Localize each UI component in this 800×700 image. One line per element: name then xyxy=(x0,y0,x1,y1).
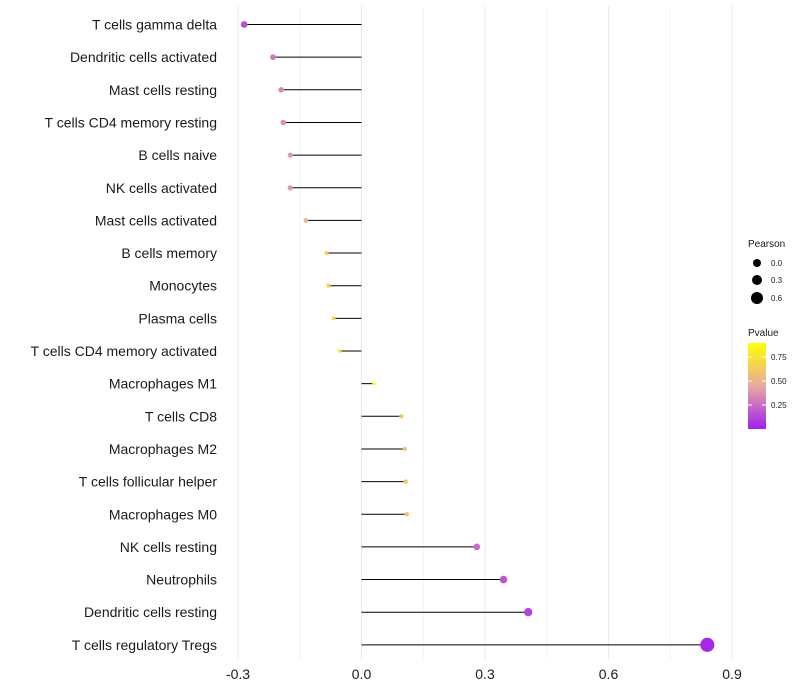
size-legend-label: 0.3 xyxy=(771,276,783,285)
data-point xyxy=(303,218,309,223)
legend: Pearson 0.0 0.3 0.6 Pvalue 0.75 0.50 0.2… xyxy=(748,239,787,429)
category-label: B cells naive xyxy=(138,147,217,163)
data-point xyxy=(402,446,407,452)
color-legend-label: 0.50 xyxy=(771,377,787,386)
data-point xyxy=(473,543,481,551)
x-tick-label: 0.9 xyxy=(722,666,742,682)
size-legend-dot-medium xyxy=(752,275,762,285)
color-legend-label: 0.25 xyxy=(771,401,787,410)
data-point xyxy=(326,283,331,288)
category-label: T cells CD4 memory resting xyxy=(45,114,217,130)
data-point xyxy=(240,21,248,28)
color-legend-title: Pvalue xyxy=(748,328,779,339)
data-point xyxy=(337,349,342,353)
x-tick-label: -0.3 xyxy=(226,666,250,682)
data-point xyxy=(280,119,287,126)
data-point xyxy=(499,575,508,584)
data-point xyxy=(331,316,336,321)
color-legend-label: 0.75 xyxy=(771,353,787,362)
category-label: T cells CD4 memory activated xyxy=(31,343,217,359)
data-point xyxy=(404,512,410,517)
stems xyxy=(244,24,708,646)
data-point xyxy=(372,381,376,386)
category-label: T cells follicular helper xyxy=(79,474,218,490)
x-tick-label: 0.0 xyxy=(352,666,372,682)
size-legend-dot-small xyxy=(753,259,761,267)
points xyxy=(240,21,715,652)
category-label: Dendritic cells resting xyxy=(84,604,217,620)
category-label: Mast cells resting xyxy=(109,82,217,98)
data-point xyxy=(287,152,293,158)
data-point xyxy=(399,414,404,419)
data-point xyxy=(287,185,293,191)
category-label: T cells CD8 xyxy=(145,408,217,424)
category-label: Macrophages M0 xyxy=(109,506,217,522)
category-label: Macrophages M1 xyxy=(109,376,217,392)
category-label: Neutrophils xyxy=(146,572,217,588)
x-tick-label: 0.3 xyxy=(475,666,495,682)
category-label: B cells memory xyxy=(121,245,217,261)
category-labels: T cells gamma delta Dendritic cells activ… xyxy=(31,17,218,653)
data-point xyxy=(524,608,533,617)
category-label: T cells regulatory Tregs xyxy=(72,637,217,653)
category-label: T cells gamma delta xyxy=(92,17,217,33)
category-label: Monocytes xyxy=(149,278,217,294)
grid xyxy=(237,6,733,660)
category-label: NK cells resting xyxy=(120,539,217,555)
size-legend-label: 0.0 xyxy=(771,259,783,268)
data-point xyxy=(278,87,285,93)
data-point xyxy=(700,637,715,652)
color-legend-bar xyxy=(748,343,766,429)
size-legend-dot-large xyxy=(751,292,763,304)
size-legend-label: 0.6 xyxy=(771,294,783,303)
x-tick-labels: -0.3 0.0 0.3 0.6 0.9 xyxy=(226,666,742,682)
category-label: Plasma cells xyxy=(138,310,217,326)
data-point xyxy=(403,479,408,484)
category-label: Dendritic cells activated xyxy=(70,49,217,65)
x-tick-label: 0.6 xyxy=(599,666,619,682)
data-point xyxy=(324,250,329,256)
data-point xyxy=(270,54,276,61)
category-label: NK cells activated xyxy=(106,180,217,196)
category-label: Mast cells activated xyxy=(95,212,217,228)
category-label: Macrophages M2 xyxy=(109,441,217,457)
size-legend-title: Pearson xyxy=(748,239,785,250)
